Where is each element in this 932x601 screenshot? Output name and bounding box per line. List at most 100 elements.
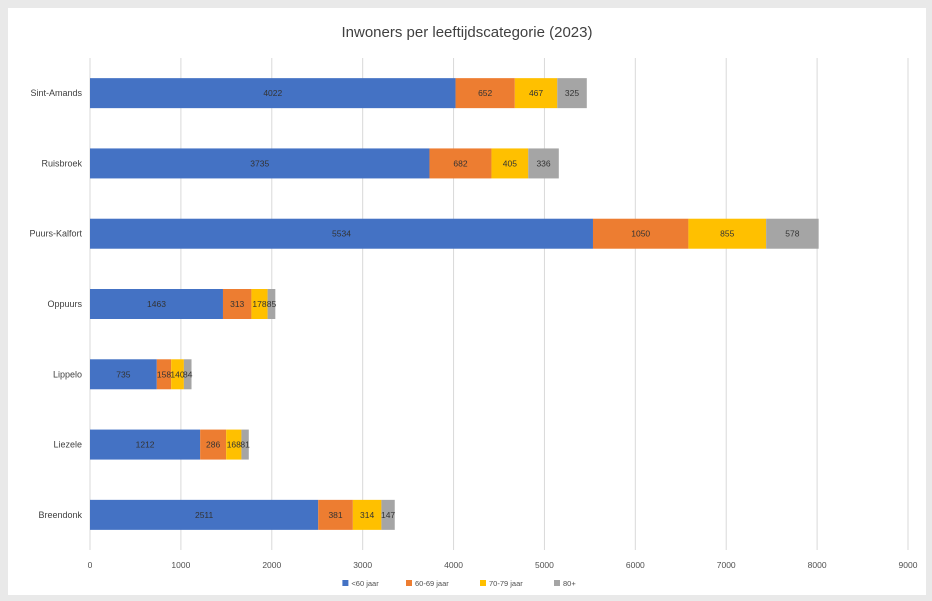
data-label: 147 (381, 510, 395, 520)
data-label: 4022 (263, 88, 282, 98)
data-label: 467 (529, 88, 543, 98)
bar-row: 1212 286 168 81 (90, 429, 250, 460)
bar-segment (90, 218, 593, 249)
data-label: 158 (157, 369, 171, 379)
category-label: Puurs-Kalfort (29, 229, 82, 239)
category-label: Breendonk (38, 510, 82, 520)
bar-segment (222, 289, 252, 319)
legend-swatch (342, 580, 349, 586)
data-label: 286 (206, 440, 220, 450)
bar-segment (90, 429, 201, 460)
bar-segment (267, 289, 276, 319)
legend-label: 70-79 jaar (489, 579, 523, 588)
data-label: 85 (267, 299, 277, 309)
data-label: 314 (360, 510, 374, 520)
bar-segment (90, 359, 157, 390)
data-label: 652 (478, 88, 492, 98)
chart-title: Inwoners per leeftijdscategorie (2023) (342, 24, 593, 41)
x-tick-label: 8000 (808, 560, 827, 570)
bar-row: 5534 1050 855 578 (90, 218, 819, 249)
bar-segment (592, 218, 689, 249)
bar-segment (381, 499, 395, 530)
data-label: 84 (183, 369, 193, 379)
gridlines (89, 58, 909, 550)
legend-swatch (554, 580, 560, 586)
bar-segment (90, 499, 319, 530)
x-tick-label: 0 (88, 560, 93, 570)
bar-row: 1463 313 178 85 (90, 289, 276, 319)
bar-segment (90, 289, 223, 319)
data-label: 140 (170, 369, 184, 379)
data-label: 682 (453, 158, 467, 168)
data-label: 381 (328, 510, 342, 520)
bar-segment (528, 148, 559, 179)
data-label: 1463 (147, 299, 166, 309)
legend-label: <60 jaar (351, 579, 379, 588)
x-tick-label: 5000 (535, 560, 554, 570)
x-tick-label: 4000 (444, 560, 463, 570)
legend-item: <60 jaar (342, 579, 379, 588)
x-tick-label: 2000 (262, 560, 281, 570)
data-label: 81 (240, 440, 250, 450)
data-label: 2511 (195, 510, 214, 520)
bar-segment (200, 429, 227, 460)
bar-segment (241, 429, 249, 460)
bar-segment (171, 359, 184, 390)
bar-segment (156, 359, 172, 390)
data-label: 336 (536, 158, 550, 168)
chart-frame: Inwoners per leeftijdscategorie (2023) 4… (8, 8, 926, 595)
data-label: 178 (252, 299, 266, 309)
legend-swatch (406, 580, 412, 586)
bar-row: 2511 381 314 147 (90, 499, 395, 530)
bar-segment (183, 359, 192, 390)
bar-segment (455, 78, 515, 109)
data-label: 405 (503, 158, 517, 168)
x-tick-label: 6000 (626, 560, 645, 570)
bar-segment (429, 148, 492, 179)
data-label: 735 (116, 369, 130, 379)
data-label: 1050 (631, 229, 650, 239)
legend-item: 80+ (554, 579, 576, 588)
bar-segment (557, 78, 587, 109)
bar-segment (688, 218, 767, 249)
bars: 4022 652 467 325 3735 682 405 336 5534 1050 855 578… (90, 78, 819, 530)
data-label: 325 (565, 88, 579, 98)
legend-label: 80+ (563, 579, 576, 588)
bar-segment (90, 78, 456, 109)
category-label: Oppuurs (47, 299, 82, 309)
x-tick-labels: 0 1000 2000 3000 4000 5000 6000 7000 8000 9000 (88, 560, 918, 570)
bar-segment (352, 499, 382, 530)
legend-item: 60-69 jaar (406, 579, 449, 588)
category-labels: Sint-Amands Ruisbroek Puurs-Kalfort Oppuurs… (29, 88, 82, 520)
data-label: 5534 (332, 229, 351, 239)
bar-segment (514, 78, 558, 109)
bar-row: 3735 682 405 336 (90, 148, 559, 179)
data-label: 168 (227, 440, 241, 450)
bar-segment (491, 148, 529, 179)
category-label: Sint-Amands (30, 88, 82, 98)
legend-label: 60-69 jaar (415, 579, 449, 588)
data-label: 313 (230, 299, 244, 309)
bar-segment (318, 499, 353, 530)
stacked-bar-chart: Inwoners per leeftijdscategorie (2023) 4… (29, 24, 918, 588)
bar-segment (226, 429, 242, 460)
category-label: Liezele (53, 440, 82, 450)
x-tick-label: 9000 (899, 560, 918, 570)
bar-segment (766, 218, 819, 249)
category-label: Ruisbroek (41, 158, 82, 168)
x-tick-label: 1000 (171, 560, 190, 570)
bar-segment (90, 148, 430, 179)
x-tick-label: 3000 (353, 560, 372, 570)
x-tick-label: 7000 (717, 560, 736, 570)
bar-row: 4022 652 467 325 (90, 78, 587, 109)
data-label: 3735 (250, 158, 269, 168)
data-label: 578 (785, 229, 799, 239)
legend-item: 70-79 jaar (480, 579, 523, 588)
category-label: Lippelo (53, 369, 82, 379)
data-label: 855 (720, 229, 734, 239)
bar-segment (251, 289, 268, 319)
legend-swatch (480, 580, 486, 586)
legend: <60 jaar 60-69 jaar 70-79 jaar 80+ (342, 579, 576, 588)
data-label: 1212 (136, 440, 155, 450)
